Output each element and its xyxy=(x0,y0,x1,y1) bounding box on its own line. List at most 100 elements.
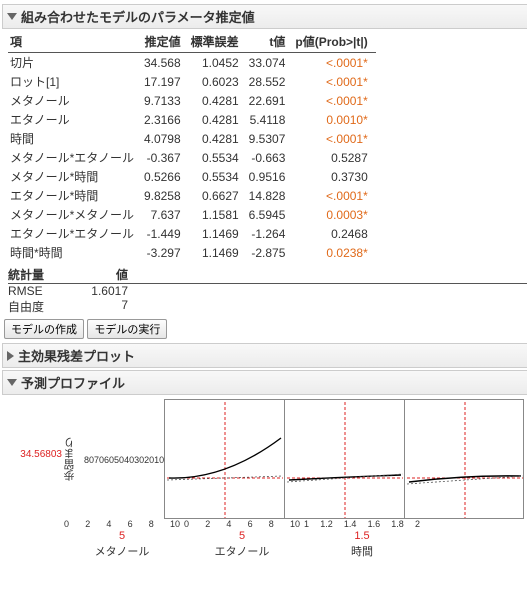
section-profiler-title: 予測プロファイル xyxy=(21,373,125,392)
param-col-header: 項 xyxy=(8,31,142,53)
section-residual-title: 主効果残差プロット xyxy=(18,346,135,365)
stat-name: 自由度 xyxy=(8,298,68,315)
table-row: エタノール*エタノール-1.4491.1469-1.2640.2468 xyxy=(8,224,376,243)
disclosure-icon xyxy=(7,379,17,386)
x-tick: 6 xyxy=(248,519,253,529)
stats-block: 統計量 値 RMSE1.6017自由度7 xyxy=(8,266,527,315)
param-value: -3.297 xyxy=(142,243,189,262)
param-col-header: p値(Prob>|t|) xyxy=(293,31,375,53)
x-tick: 2 xyxy=(85,519,90,529)
param-table: 項推定値標準誤差t値p値(Prob>|t|) 切片34.5681.045233.… xyxy=(8,31,376,262)
param-term: メタノール*時間 xyxy=(8,167,142,186)
table-row: メタノール9.71330.428122.691<.0001* xyxy=(8,91,376,110)
param-value: 0.4281 xyxy=(189,129,247,148)
make-model-button[interactable]: モデルの作成 xyxy=(4,319,84,339)
x-tick: 10 xyxy=(290,519,300,529)
y-tick: 20 xyxy=(144,455,154,465)
section-profiler-header[interactable]: 予測プロファイル xyxy=(2,370,527,395)
param-value: 28.552 xyxy=(247,72,294,91)
param-term: メタノール*エタノール xyxy=(8,148,142,167)
x-axis-label: エタノール xyxy=(182,543,302,559)
table-row: 切片34.5681.045233.074<.0001* xyxy=(8,53,376,73)
param-term: メタノール xyxy=(8,91,142,110)
profiler-panel[interactable] xyxy=(404,399,524,519)
x-tick: 2 xyxy=(415,519,420,529)
x-tick: 1.6 xyxy=(368,519,381,529)
x-tick: 8 xyxy=(149,519,154,529)
param-value: 9.8258 xyxy=(142,186,189,205)
x-axis: 11.21.41.61.821.5時間 xyxy=(302,519,422,559)
x-axis-label: 時間 xyxy=(302,543,422,559)
param-value: <.0001* xyxy=(293,91,375,110)
param-value: -2.875 xyxy=(247,243,294,262)
param-value: 1.1469 xyxy=(189,224,247,243)
param-term: 時間*時間 xyxy=(8,243,142,262)
param-value: -1.264 xyxy=(247,224,294,243)
param-value: 2.3166 xyxy=(142,110,189,129)
table-row: 時間*時間-3.2971.1469-2.8750.0238* xyxy=(8,243,376,262)
param-value: 22.691 xyxy=(247,91,294,110)
param-value: <.0001* xyxy=(293,72,375,91)
disclosure-icon xyxy=(7,13,17,20)
x-tick: 2 xyxy=(205,519,210,529)
y-axis-label: 歩留まり xyxy=(62,437,78,481)
param-value: 0.5534 xyxy=(189,148,247,167)
x-tick: 8 xyxy=(269,519,274,529)
profiler-panel[interactable] xyxy=(164,399,284,519)
param-col-header: 推定値 xyxy=(142,31,189,53)
param-term: メタノール*メタノール xyxy=(8,205,142,224)
x-tick: 1 xyxy=(304,519,309,529)
x-tick: 4 xyxy=(106,519,111,529)
profiler: 歩留まり 8070605040302010 xyxy=(14,399,527,519)
x-axis: 02468105メタノール xyxy=(62,519,182,559)
param-value: -0.663 xyxy=(247,148,294,167)
x-current-value: 1.5 xyxy=(302,530,422,542)
x-tick: 1.2 xyxy=(320,519,333,529)
table-row: 時間4.07980.42819.5307<.0001* xyxy=(8,129,376,148)
stats-row: RMSE1.6017 xyxy=(8,284,527,298)
stats-col2: 値 xyxy=(68,266,128,283)
param-value: 0.2468 xyxy=(293,224,375,243)
profiler-panel[interactable] xyxy=(284,399,404,519)
section-params-title: 組み合わせたモデルのパラメータ推定値 xyxy=(21,7,255,26)
y-tick: 40 xyxy=(124,455,134,465)
stats-col1: 統計量 xyxy=(8,266,68,283)
param-term: 時間 xyxy=(8,129,142,148)
y-tick: 50 xyxy=(114,455,124,465)
param-col-header: 標準誤差 xyxy=(189,31,247,53)
x-tick: 4 xyxy=(226,519,231,529)
section-params-header[interactable]: 組み合わせたモデルのパラメータ推定値 xyxy=(2,4,527,29)
param-value: -0.367 xyxy=(142,148,189,167)
button-row: モデルの作成 モデルの実行 xyxy=(4,319,527,339)
x-tick: 6 xyxy=(128,519,133,529)
param-value: 1.0452 xyxy=(189,53,247,73)
stat-value: 1.6017 xyxy=(68,284,128,298)
run-model-button[interactable]: モデルの実行 xyxy=(87,319,167,339)
param-value: 0.6023 xyxy=(189,72,247,91)
param-value: 0.3730 xyxy=(293,167,375,186)
y-tick: 60 xyxy=(104,455,114,465)
stat-value: 7 xyxy=(68,298,128,315)
x-current-value: 5 xyxy=(62,530,182,542)
y-tick: 70 xyxy=(94,455,104,465)
param-value: 4.0798 xyxy=(142,129,189,148)
param-value: 9.7133 xyxy=(142,91,189,110)
param-value: 0.4281 xyxy=(189,91,247,110)
param-value: 1.1469 xyxy=(189,243,247,262)
table-row: ロット[1]17.1970.602328.552<.0001* xyxy=(8,72,376,91)
param-value: 0.5266 xyxy=(142,167,189,186)
param-value: 34.568 xyxy=(142,53,189,73)
y-tick: 80 xyxy=(84,455,94,465)
param-value: 1.1581 xyxy=(189,205,247,224)
stats-row: 自由度7 xyxy=(8,298,527,315)
param-value: 5.4118 xyxy=(247,110,294,129)
param-value: <.0001* xyxy=(293,186,375,205)
param-col-header: t値 xyxy=(247,31,294,53)
x-axis-label: メタノール xyxy=(62,543,182,559)
x-tick: 1.8 xyxy=(391,519,404,529)
param-value: 7.637 xyxy=(142,205,189,224)
param-term: エタノール*エタノール xyxy=(8,224,142,243)
x-tick: 10 xyxy=(170,519,180,529)
param-value: 0.5287 xyxy=(293,148,375,167)
section-residual-header[interactable]: 主効果残差プロット xyxy=(2,343,527,368)
